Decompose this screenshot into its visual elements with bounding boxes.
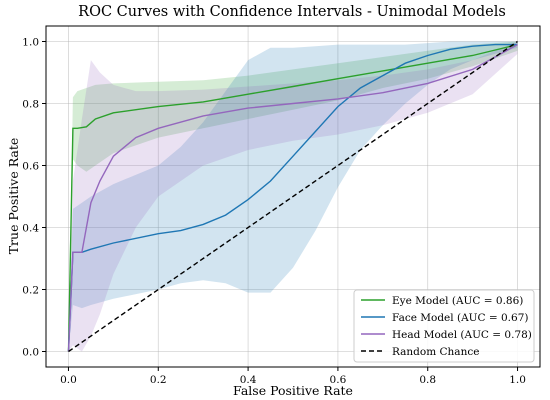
x-axis-label: False Positive Rate <box>233 383 353 398</box>
y-tick-label: 0.6 <box>22 161 39 173</box>
x-tick-label: 0.0 <box>60 374 77 386</box>
legend-box <box>353 289 535 363</box>
y-tick-label: 1.0 <box>22 37 39 49</box>
roc-lines <box>67 40 518 353</box>
legend-label-eye-model: Eye Model (AUC = 0.86) <box>392 295 523 307</box>
x-tick-label: 1.0 <box>509 374 526 386</box>
legend-label-random-chance: Random Chance <box>392 346 479 358</box>
x-axis-ticks: 0.0 0.2 0.4 0.6 0.8 1.0 <box>60 367 526 386</box>
head-model-line <box>67 43 518 352</box>
x-tick-label: 0.2 <box>150 374 167 386</box>
y-tick-label: 0.4 <box>22 223 39 235</box>
x-tick-label: 0.8 <box>419 374 436 386</box>
y-tick-label: 0.2 <box>22 285 39 297</box>
chart-title: ROC Curves with Confidence Intervals - U… <box>78 4 506 20</box>
y-axis-ticks: 0.0 0.2 0.4 0.6 0.8 1.0 <box>22 37 46 359</box>
eye-model-line <box>67 43 518 352</box>
legend: Eye Model (AUC = 0.86) Face Model (AUC = … <box>353 289 535 363</box>
y-axis-label: True Positive Rate <box>6 138 21 255</box>
plot-frame <box>45 25 541 368</box>
face-model-line <box>67 43 518 352</box>
eye-model-confidence-band <box>68 41 518 352</box>
legend-label-head-model: Head Model (AUC = 0.78) <box>392 329 532 341</box>
legend-label-face-model: Face Model (AUC = 0.67) <box>392 312 528 324</box>
y-tick-label: 0.0 <box>22 347 39 359</box>
x-tick-label: 0.4 <box>240 374 257 386</box>
random-chance-line <box>68 40 518 353</box>
y-tick-label: 0.8 <box>22 99 39 111</box>
x-tick-label: 0.6 <box>330 374 347 386</box>
